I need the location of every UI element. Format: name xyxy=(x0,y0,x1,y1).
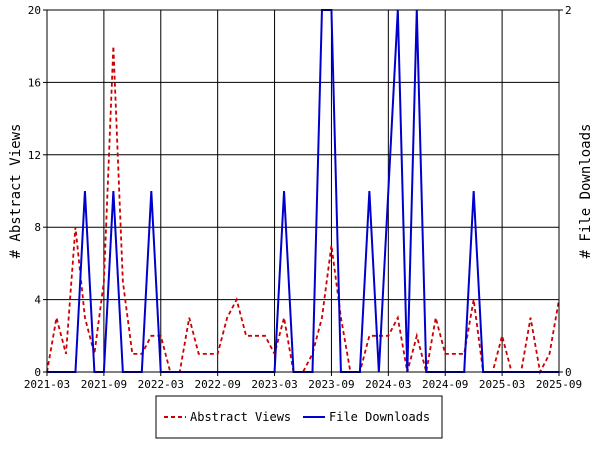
x-tick-label: 2021-03 xyxy=(24,378,70,391)
series-line-file-downloads xyxy=(47,9,559,373)
tick-labels: 2021-03 2021-09 2022-03 2022-09 2023-03 2023-… xyxy=(24,4,582,391)
x-tick-label: 2025-09 xyxy=(536,378,582,391)
x-tick-label: 2024-09 xyxy=(422,378,468,391)
y-left-tick-label: 8 xyxy=(34,221,41,234)
x-tick-label: 2025-03 xyxy=(479,378,525,391)
y-left-tick-label: 0 xyxy=(34,366,41,379)
grid-lines xyxy=(46,9,560,373)
series-line-abstract-views xyxy=(46,46,560,375)
legend-label-file-downloads: File Downloads xyxy=(329,410,430,424)
y-left-tick-label: 20 xyxy=(28,4,41,17)
x-tick-label: 2021-09 xyxy=(81,378,127,391)
y-left-tick-label: 12 xyxy=(28,149,41,162)
axis-ticks xyxy=(43,9,563,376)
legend: Abstract Views File Downloads xyxy=(155,395,443,439)
legend-box xyxy=(155,395,443,439)
y-right-tick-label: 0 xyxy=(565,366,572,379)
y-left-tick-label: 4 xyxy=(34,294,41,307)
plot-frame xyxy=(46,9,560,373)
x-tick-label: 2022-09 xyxy=(194,378,240,391)
x-tick-label: 2024-03 xyxy=(365,378,411,391)
x-tick-label: 2023-03 xyxy=(251,378,297,391)
y-right-tick-label: 2 xyxy=(565,4,572,17)
legend-label-abstract-views: Abstract Views xyxy=(190,410,291,424)
y-right-axis-title: # File Downloads xyxy=(578,124,594,259)
x-tick-label: 2023-09 xyxy=(308,378,354,391)
y-left-tick-label: 16 xyxy=(28,76,41,89)
y-left-axis-title: # Abstract Views xyxy=(8,124,24,259)
x-tick-label: 2022-03 xyxy=(138,378,184,391)
series-layer xyxy=(46,9,560,375)
